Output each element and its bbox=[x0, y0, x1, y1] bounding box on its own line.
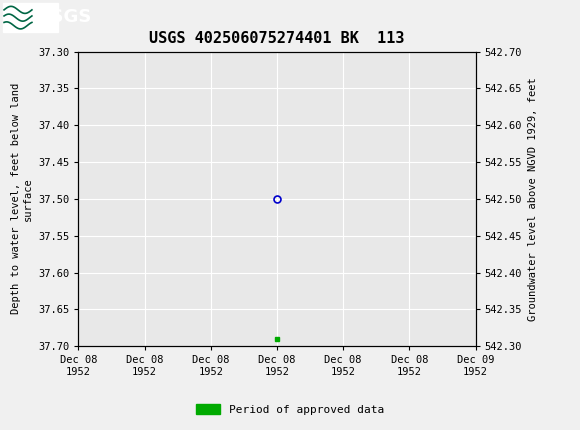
Text: USGS: USGS bbox=[36, 8, 91, 26]
Legend: Period of approved data: Period of approved data bbox=[191, 400, 389, 419]
Title: USGS 402506075274401 BK  113: USGS 402506075274401 BK 113 bbox=[149, 31, 405, 46]
Bar bbox=[3, 3, 58, 32]
Y-axis label: Groundwater level above NGVD 1929, feet: Groundwater level above NGVD 1929, feet bbox=[528, 77, 538, 321]
Y-axis label: Depth to water level, feet below land
surface: Depth to water level, feet below land su… bbox=[11, 83, 32, 314]
